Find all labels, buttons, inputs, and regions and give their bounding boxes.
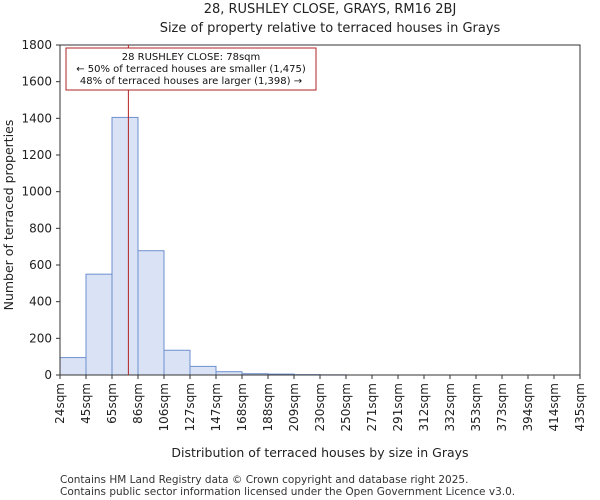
- x-axis-ticks: 24sqm 45sqm 65sqm 86sqm 106sqm 127sqm 147sqm 16…: [53, 375, 587, 431]
- bars-group: [59, 116, 347, 376]
- y-axis-ticks: 0 200 400 600 800 1000 1200 1400 1600 1800: [21, 38, 60, 382]
- x-tick-label: 353sqm: [469, 383, 483, 431]
- x-tick-label: 250sqm: [339, 383, 353, 431]
- chart-subtitle: Size of property relative to terraced ho…: [160, 21, 501, 36]
- y-tick-label: 1600: [21, 75, 52, 89]
- bar-106sqm: [163, 349, 191, 376]
- footer-line-2: Contains public sector information licen…: [60, 486, 515, 498]
- x-tick-label: 291sqm: [391, 383, 405, 431]
- x-tick-label: 106sqm: [157, 383, 171, 431]
- y-tick-label: 1800: [21, 38, 52, 52]
- x-tick-label: 65sqm: [105, 383, 119, 424]
- y-tick-label: 1000: [21, 185, 52, 199]
- y-tick-label: 1200: [21, 148, 52, 162]
- annotation-line-1: 28 RUSHLEY CLOSE: 78sqm: [122, 52, 261, 63]
- x-tick-label: 127sqm: [183, 383, 197, 431]
- x-tick-label: 188sqm: [261, 383, 275, 431]
- x-tick-label: 394sqm: [521, 383, 535, 431]
- x-tick-label: 168sqm: [235, 383, 249, 431]
- y-tick-label: 800: [29, 221, 52, 235]
- y-tick-label: 1400: [21, 111, 52, 125]
- y-tick-label: 200: [29, 331, 52, 345]
- y-tick-label: 0: [44, 368, 52, 382]
- bar-45sqm: [85, 273, 113, 376]
- bar-86sqm: [137, 250, 165, 376]
- annotation-line-3: 48% of terraced houses are larger (1,398…: [80, 76, 302, 87]
- bar-127sqm: [189, 365, 217, 376]
- x-tick-label: 147sqm: [209, 383, 223, 431]
- x-tick-label: 373sqm: [495, 383, 509, 431]
- x-axis-label: Distribution of terraced houses by size …: [171, 445, 468, 460]
- x-tick-label: 24sqm: [53, 383, 67, 424]
- x-tick-label: 45sqm: [79, 383, 93, 424]
- y-tick-label: 600: [29, 258, 52, 272]
- x-tick-label: 209sqm: [287, 383, 301, 431]
- annotation-box: [65, 47, 317, 91]
- x-tick-label: 271sqm: [365, 383, 379, 431]
- bar-24sqm: [59, 357, 87, 376]
- y-tick-label: 400: [29, 295, 52, 309]
- plot-frame: [59, 44, 581, 376]
- footer-line-1: Contains HM Land Registry data © Crown c…: [60, 474, 468, 486]
- x-tick-label: 414sqm: [547, 383, 561, 431]
- x-tick-label: 86sqm: [131, 383, 145, 424]
- annotation-line-2: ← 50% of terraced houses are smaller (1,…: [76, 64, 306, 75]
- x-tick-label: 230sqm: [313, 383, 327, 431]
- x-tick-label: 312sqm: [417, 383, 431, 431]
- y-axis-label: Number of terraced properties: [1, 120, 16, 311]
- bar-65sqm: [111, 116, 139, 376]
- chart-title: 28, RUSHLEY CLOSE, GRAYS, RM16 2BJ: [204, 2, 457, 17]
- x-tick-label: 435sqm: [573, 383, 587, 431]
- x-tick-label: 332sqm: [443, 383, 457, 431]
